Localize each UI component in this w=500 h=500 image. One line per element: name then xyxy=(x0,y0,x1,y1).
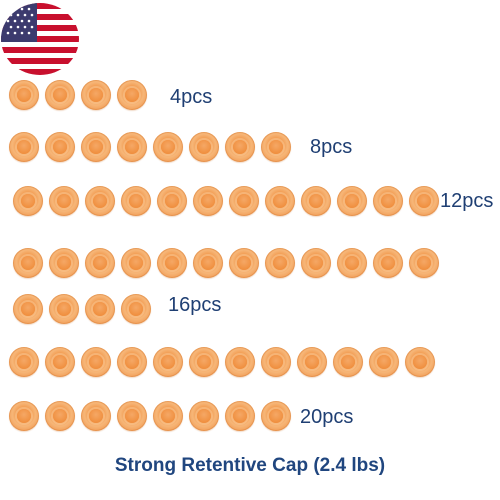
label-12pcs: 12pcs xyxy=(440,190,494,212)
retentive-cap-12pcs xyxy=(85,186,115,216)
retentive-cap-12pcs xyxy=(49,186,79,216)
retentive-cap-20pcs xyxy=(189,347,219,377)
retentive-cap-16pcs xyxy=(13,294,43,324)
retentive-cap-16pcs xyxy=(157,248,187,278)
retentive-cap-12pcs xyxy=(337,186,367,216)
retentive-cap-20pcs xyxy=(261,401,291,431)
retentive-cap-16pcs xyxy=(49,248,79,278)
retentive-cap-4pcs xyxy=(81,80,111,110)
retentive-cap-16pcs xyxy=(409,248,439,278)
retentive-cap-12pcs xyxy=(265,186,295,216)
retentive-cap-20pcs xyxy=(81,401,111,431)
retentive-cap-20pcs xyxy=(333,347,363,377)
retentive-cap-8pcs xyxy=(189,132,219,162)
retentive-cap-16pcs xyxy=(193,248,223,278)
retentive-cap-16pcs xyxy=(301,248,331,278)
retentive-cap-20pcs xyxy=(297,347,327,377)
retentive-cap-8pcs xyxy=(9,132,39,162)
retentive-cap-20pcs xyxy=(225,401,255,431)
retentive-cap-12pcs xyxy=(373,186,403,216)
retentive-cap-12pcs xyxy=(157,186,187,216)
retentive-cap-12pcs xyxy=(409,186,439,216)
retentive-cap-16pcs xyxy=(373,248,403,278)
retentive-cap-16pcs xyxy=(85,294,115,324)
retentive-cap-4pcs xyxy=(117,80,147,110)
retentive-cap-20pcs xyxy=(9,347,39,377)
retentive-cap-12pcs xyxy=(229,186,259,216)
retentive-cap-20pcs xyxy=(81,347,111,377)
retentive-cap-12pcs xyxy=(301,186,331,216)
retentive-cap-16pcs xyxy=(49,294,79,324)
retentive-cap-4pcs xyxy=(45,80,75,110)
retentive-cap-20pcs xyxy=(153,347,183,377)
retentive-cap-20pcs xyxy=(153,401,183,431)
retentive-cap-20pcs xyxy=(225,347,255,377)
retentive-cap-16pcs xyxy=(121,248,151,278)
retentive-cap-16pcs xyxy=(337,248,367,278)
retentive-cap-20pcs xyxy=(117,347,147,377)
label-20pcs: 20pcs xyxy=(300,406,354,428)
retentive-cap-16pcs xyxy=(265,248,295,278)
retentive-cap-8pcs xyxy=(45,132,75,162)
retentive-cap-20pcs xyxy=(405,347,435,377)
retentive-cap-8pcs xyxy=(261,132,291,162)
label-8pcs: 8pcs xyxy=(310,136,353,158)
retentive-cap-20pcs xyxy=(117,401,147,431)
retentive-cap-20pcs xyxy=(189,401,219,431)
retentive-cap-20pcs xyxy=(45,347,75,377)
retentive-cap-4pcs xyxy=(9,80,39,110)
label-16pcs: 16pcs xyxy=(168,294,222,316)
retentive-cap-16pcs xyxy=(13,248,43,278)
retentive-cap-12pcs xyxy=(13,186,43,216)
product-title: Strong Retentive Cap (2.4 lbs) xyxy=(114,455,386,476)
retentive-cap-16pcs xyxy=(229,248,259,278)
retentive-cap-20pcs xyxy=(261,347,291,377)
retentive-cap-8pcs xyxy=(81,132,111,162)
retentive-cap-16pcs xyxy=(121,294,151,324)
us-flag-icon xyxy=(1,3,79,75)
retentive-cap-16pcs xyxy=(85,248,115,278)
retentive-cap-8pcs xyxy=(225,132,255,162)
retentive-cap-8pcs xyxy=(117,132,147,162)
retentive-cap-20pcs xyxy=(369,347,399,377)
retentive-cap-20pcs xyxy=(9,401,39,431)
label-4pcs: 4pcs xyxy=(170,86,213,108)
retentive-cap-12pcs xyxy=(193,186,223,216)
retentive-cap-20pcs xyxy=(45,401,75,431)
retentive-cap-12pcs xyxy=(121,186,151,216)
retentive-cap-8pcs xyxy=(153,132,183,162)
